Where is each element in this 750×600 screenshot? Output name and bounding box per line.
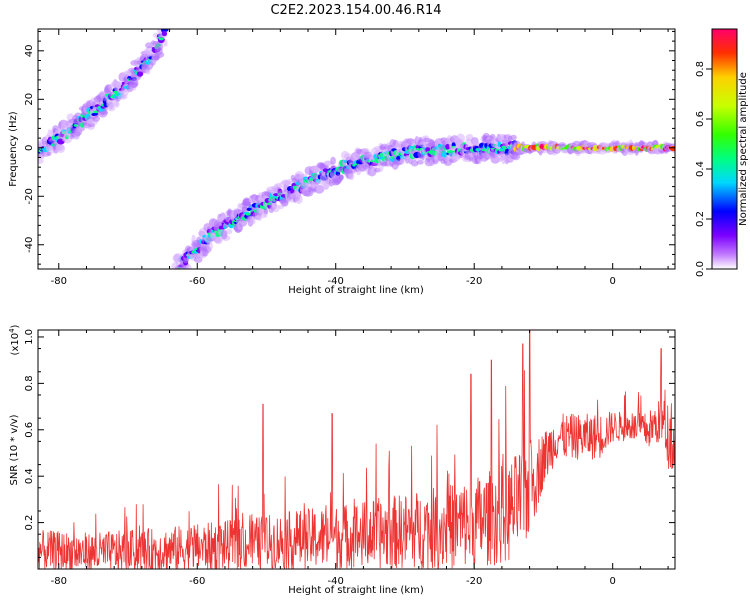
spectral-cell xyxy=(330,156,336,165)
spectral-cell xyxy=(323,180,330,190)
spectral-cell xyxy=(163,29,169,32)
spectrogram-ticks: -80 -60 -40 -20 0 -40 -20 0 20 40 xyxy=(24,29,675,287)
spectral-cell xyxy=(272,203,280,213)
spectral-cell xyxy=(55,143,65,151)
spectral-cell xyxy=(93,110,99,114)
y-tick-label: -20 xyxy=(24,188,35,204)
spectral-cell xyxy=(100,110,108,115)
spectrogram-y-label: Frequency (Hz) xyxy=(8,111,19,187)
spectral-cell xyxy=(154,41,164,52)
x-tick-label: -20 xyxy=(466,576,482,587)
snr-frame xyxy=(37,329,676,570)
colorbar-tick-label: 0.8 xyxy=(695,61,706,77)
spectral-cell xyxy=(263,207,269,215)
colorbar-tick-label: 0.6 xyxy=(695,111,706,127)
spectral-cell xyxy=(158,37,164,41)
spectral-cell xyxy=(175,270,181,274)
spectral-cell xyxy=(162,21,166,28)
y-tick-label: 0.8 xyxy=(24,375,35,391)
colorbar-tick-label: 0.0 xyxy=(695,261,706,277)
spectral-cell xyxy=(226,228,233,235)
spectral-cell xyxy=(145,42,154,49)
spectral-cell xyxy=(106,101,116,108)
x-tick-label: 0 xyxy=(609,576,615,587)
x-tick-label: -40 xyxy=(328,276,344,287)
spectral-cell xyxy=(163,39,168,47)
colorbar-gradient xyxy=(711,28,738,270)
y-tick-label: 0.4 xyxy=(24,468,35,484)
snr-y-multiplier: (x104) xyxy=(8,324,21,355)
spectrogram-panel: -80 -60 -40 -20 0 -40 -20 0 20 40 Height of strai… xyxy=(8,16,676,296)
spectral-cell xyxy=(183,256,189,264)
snr-y-label: SNR (10 * v/v) xyxy=(9,414,20,485)
spectral-cell xyxy=(278,204,285,210)
spectral-cell xyxy=(456,133,466,144)
y-tick-label: 40 xyxy=(24,44,35,57)
x-tick-label: 0 xyxy=(609,276,615,287)
snr-ticks: -80 -60 -40 -20 0 0.2 0.4 0.6 0.8 1.0 xyxy=(24,329,675,587)
x-tick-label: -60 xyxy=(189,276,205,287)
spectral-cell xyxy=(174,270,179,273)
spectral-cell xyxy=(171,271,180,277)
colorbar: 0.0 0.2 0.4 0.6 0.8 Normalized spectral ampl… xyxy=(695,28,749,277)
y-tick-label: 1.0 xyxy=(24,329,35,345)
spectral-cell xyxy=(442,151,447,158)
x-tick-label: -40 xyxy=(328,576,344,587)
x-tick-label: -80 xyxy=(51,276,67,287)
spectral-cell xyxy=(257,214,262,222)
chart-title: C2E2.2023.154.00.46.R14 xyxy=(270,3,441,18)
spectral-cell xyxy=(165,29,169,30)
spectral-cell xyxy=(103,106,109,111)
x-tick-label: -80 xyxy=(51,576,67,587)
spectral-cell xyxy=(206,241,213,252)
spectral-cell xyxy=(115,101,120,108)
spectral-cell xyxy=(46,151,52,157)
y-tick-label: 0.2 xyxy=(24,515,35,531)
spectral-cell xyxy=(162,16,172,21)
spectral-cell xyxy=(161,19,166,27)
spectrogram-x-label: Height of straight line (km) xyxy=(288,285,424,296)
y-tick-label: -40 xyxy=(24,237,35,253)
y-tick-label: 20 xyxy=(24,93,35,106)
spectral-cell xyxy=(173,275,181,279)
spectral-cell xyxy=(497,157,503,163)
snr-series-line xyxy=(38,330,675,569)
colorbar-label: Normalized spectral amplitude xyxy=(738,72,749,226)
spectrogram-frame xyxy=(37,28,676,270)
spectral-cell xyxy=(247,218,256,225)
spectral-cell xyxy=(38,157,44,164)
spectral-cell xyxy=(93,112,98,116)
spectral-cell xyxy=(294,194,303,204)
spectral-cell xyxy=(154,51,165,59)
y-tick-label: 0 xyxy=(24,145,35,151)
spectral-cell xyxy=(245,212,251,216)
spectral-cell xyxy=(121,93,126,99)
spectral-cell xyxy=(220,230,228,240)
spectral-cell xyxy=(214,235,223,245)
snr-x-label: Height of straight line (km) xyxy=(288,585,424,596)
spectral-cell xyxy=(338,174,344,181)
spectrogram-heatmap xyxy=(38,16,675,279)
spectral-cell xyxy=(510,134,517,141)
spectral-cell xyxy=(88,119,95,125)
colorbar-tick-label: 0.4 xyxy=(695,161,706,177)
spectral-cell xyxy=(185,264,192,269)
spectral-cell xyxy=(290,174,296,181)
y-tick-label: 0.6 xyxy=(24,422,35,438)
spectral-cell xyxy=(173,271,180,276)
x-tick-label: -60 xyxy=(189,576,205,587)
snr-panel: -80 -60 -40 -20 0 0.2 0.4 0.6 0.8 1.0 Height of s… xyxy=(8,324,676,596)
spectral-cell xyxy=(349,172,355,181)
spectral-cell xyxy=(410,160,419,167)
spectral-cell xyxy=(136,71,144,77)
spectral-cell xyxy=(145,68,151,75)
spectral-cell xyxy=(129,78,139,88)
spectral-cell xyxy=(92,115,100,122)
colorbar-ticks: 0.0 0.2 0.4 0.6 0.8 xyxy=(695,61,712,277)
spectral-cell xyxy=(669,145,675,152)
spectral-cell xyxy=(162,25,167,29)
colorbar-tick-label: 0.2 xyxy=(695,211,706,227)
x-tick-label: -20 xyxy=(466,276,482,287)
